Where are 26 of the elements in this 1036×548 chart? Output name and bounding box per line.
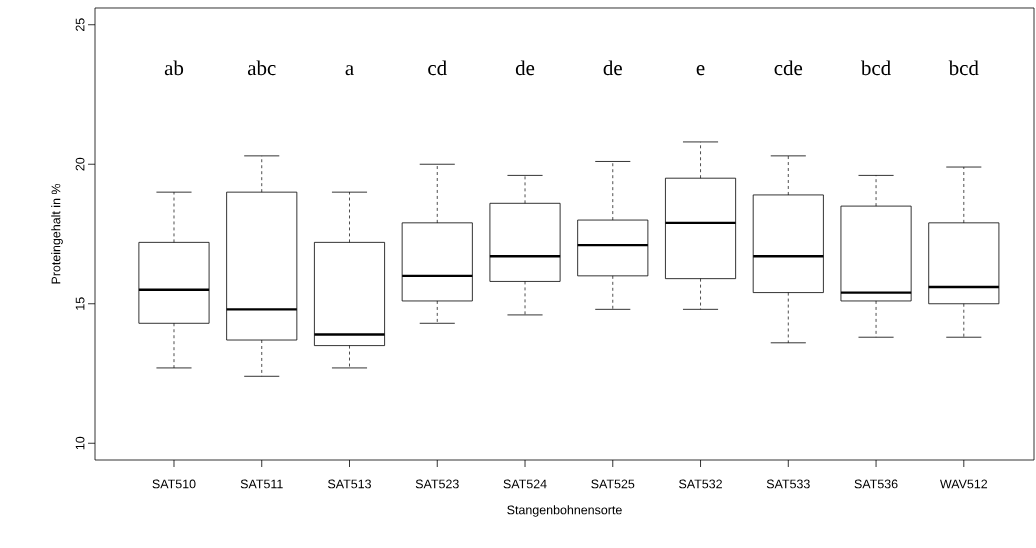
x-tick-label: SAT513 <box>328 479 371 489</box>
y-tick-label: 25 <box>75 18 85 32</box>
y-tick-label: 10 <box>75 436 85 450</box>
x-tick-label: SAT525 <box>591 479 635 489</box>
annotation: bcd <box>860 60 891 76</box>
annotation: de <box>603 60 622 76</box>
annotation: cd <box>428 60 447 76</box>
x-tick-label: SAT533 <box>766 479 810 489</box>
x-tick-label: SAT524 <box>503 479 547 489</box>
annotation: ab <box>164 60 184 76</box>
x-tick-label: SAT532 <box>679 479 722 489</box>
annotation: de <box>515 60 535 76</box>
y-axis-title: Proteingehalt in % <box>51 183 63 284</box>
x-tick-label: SAT536 <box>854 479 898 489</box>
annotation: cde <box>774 60 803 76</box>
annotation: bcd <box>948 60 979 76</box>
annotation: abc <box>247 60 276 76</box>
x-tick-label: SAT511 <box>240 479 283 489</box>
x-axis-title: Stangenbohnensorte <box>507 505 622 517</box>
y-tick-label: 20 <box>75 157 85 171</box>
annotation: a <box>345 65 354 76</box>
annotation: e <box>696 65 705 76</box>
y-tick-label: 15 <box>75 297 85 310</box>
x-tick-label: WAV512 <box>939 479 988 489</box>
x-tick-label: SAT510 <box>152 479 196 489</box>
x-tick-label: SAT523 <box>415 479 459 489</box>
